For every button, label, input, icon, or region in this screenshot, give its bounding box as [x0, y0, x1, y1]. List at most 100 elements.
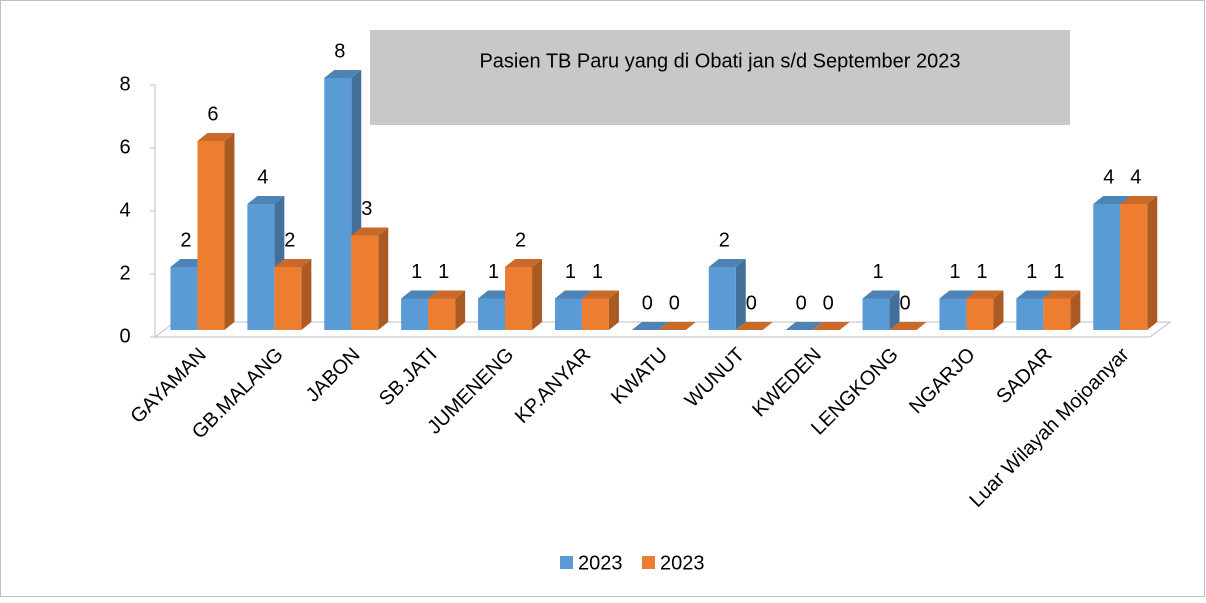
value-label: 1 — [976, 261, 987, 283]
legend-label: 2023 — [578, 552, 623, 574]
bar-top — [889, 322, 927, 330]
value-label: 0 — [823, 292, 834, 314]
bar-front — [505, 267, 533, 330]
bar-top — [862, 290, 900, 299]
bar — [708, 259, 746, 330]
bar-top — [1120, 196, 1158, 204]
bar — [862, 290, 900, 330]
bar-front — [862, 298, 890, 330]
bar — [1043, 290, 1081, 330]
bar-top — [708, 259, 746, 267]
bar-front — [324, 78, 352, 330]
bar-front — [247, 204, 275, 330]
value-label: 1 — [411, 261, 422, 283]
bar-top — [735, 322, 773, 330]
bar — [1120, 196, 1158, 330]
bar — [812, 322, 850, 330]
bar-side — [735, 259, 746, 330]
bar-front — [708, 267, 736, 330]
bar — [889, 322, 927, 330]
bar-side — [224, 133, 235, 330]
bar — [428, 290, 466, 330]
value-label: 1 — [488, 261, 499, 283]
value-label: 1 — [1026, 261, 1037, 283]
bar-front — [401, 298, 429, 330]
value-label: 8 — [334, 40, 345, 62]
bar-top — [785, 322, 823, 330]
bar-top — [505, 259, 543, 267]
value-label: 6 — [207, 103, 218, 125]
bar-front — [554, 298, 582, 330]
y-tick-label: 6 — [119, 136, 130, 158]
bar — [785, 322, 823, 330]
bar — [966, 290, 1004, 330]
legend-swatch — [560, 556, 573, 569]
bar-side — [608, 290, 619, 330]
value-label: 0 — [899, 292, 910, 314]
bar-front — [428, 298, 456, 330]
bar-side — [455, 290, 466, 330]
value-label: 4 — [257, 166, 268, 188]
title-box — [370, 30, 1070, 125]
bar-side — [532, 259, 543, 330]
bar-front — [351, 235, 379, 330]
bar-front — [197, 141, 225, 330]
bar-top — [351, 227, 389, 236]
value-label: 4 — [1130, 166, 1141, 188]
value-label: 1 — [1053, 261, 1064, 283]
value-label: 1 — [872, 261, 883, 283]
bar-side — [889, 290, 900, 330]
bar — [505, 259, 543, 330]
value-label: 1 — [592, 261, 603, 283]
bar-top — [554, 290, 592, 299]
y-tick-label: 8 — [119, 73, 130, 95]
value-label: 3 — [361, 198, 372, 220]
y-tick-label: 4 — [119, 199, 130, 221]
bar-side — [378, 227, 389, 330]
bar-front — [1093, 204, 1121, 330]
value-label: 0 — [796, 292, 807, 314]
bar-side — [1070, 290, 1081, 330]
value-label: 0 — [642, 292, 653, 314]
bar-top — [966, 290, 1004, 299]
y-tick-label: 2 — [119, 262, 130, 284]
bar — [197, 133, 235, 330]
value-label: 2 — [515, 229, 526, 251]
bar-top — [274, 259, 312, 267]
bar-side — [301, 259, 312, 330]
bar-front — [274, 267, 302, 330]
bar-top — [247, 196, 285, 204]
bar-front — [939, 298, 967, 330]
bar-top — [324, 70, 362, 78]
bar — [274, 259, 312, 330]
bar-front — [478, 298, 506, 330]
bar-top — [1093, 196, 1131, 204]
value-label: 1 — [565, 261, 576, 283]
bar-top — [658, 322, 696, 330]
bar — [735, 322, 773, 330]
value-label: 2 — [180, 229, 191, 251]
value-label: 2 — [719, 229, 730, 251]
bar-front — [1120, 204, 1148, 330]
bar — [658, 322, 696, 330]
bar — [581, 290, 619, 330]
bar-front — [966, 298, 994, 330]
bar-top — [1016, 290, 1054, 299]
bar-top — [939, 290, 977, 299]
chart-title: Pasien TB Paru yang di Obati jan s/d Sep… — [479, 50, 960, 72]
bar-top — [197, 133, 235, 141]
legend-swatch — [642, 556, 655, 569]
bar-top — [812, 322, 850, 330]
bar-top — [581, 290, 619, 299]
value-label: 2 — [284, 229, 295, 251]
bar-top — [1043, 290, 1081, 299]
value-label: 1 — [949, 261, 960, 283]
y-tick-label: 0 — [119, 325, 130, 347]
value-label: 1 — [438, 261, 449, 283]
bar-front — [1043, 298, 1071, 330]
legend-label: 2023 — [660, 552, 705, 574]
value-label: 4 — [1103, 166, 1114, 188]
bar-side — [1147, 196, 1158, 330]
value-label: 0 — [669, 292, 680, 314]
